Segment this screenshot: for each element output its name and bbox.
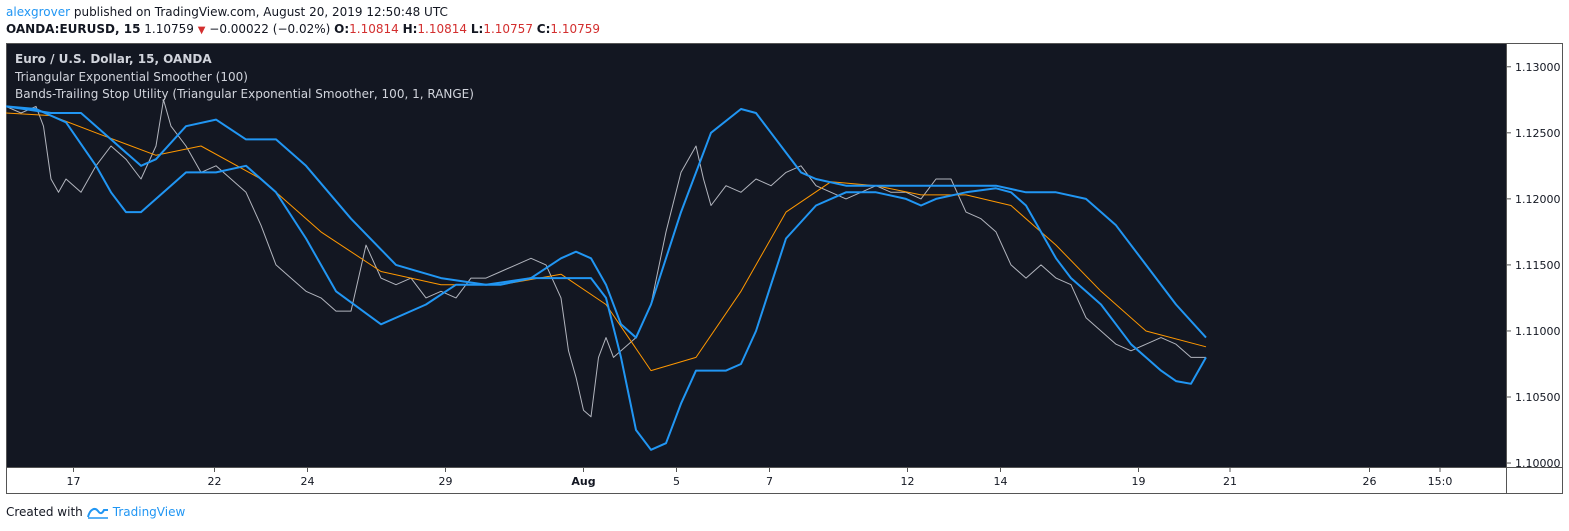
chart-title: Euro / U.S. Dollar, 15, OANDA <box>15 52 212 66</box>
x-tick-label: 22 <box>208 475 222 488</box>
price-chart[interactable]: 1.13000 1.12500 1.12000 1.11500 1.11000 1.105… <box>5 43 1563 494</box>
x-tick-label: 7 <box>766 475 773 488</box>
symbol-line: OANDA:EURUSD, 15 1.10759 ▼ −0.00022 (−0.… <box>6 22 600 36</box>
publish-info: published on TradingView.com, August 20,… <box>73 5 448 19</box>
tradingview-logo-icon <box>86 508 108 519</box>
created-with-label: Created with <box>6 505 83 519</box>
y-axis-ticks: 1.13000 1.12500 1.12000 1.11500 1.11000 1.105… <box>1506 61 1561 470</box>
x-tick-label: 24 <box>301 475 315 488</box>
low-label: L: <box>470 22 484 36</box>
indicator-legend-smoother: Triangular Exponential Smoother (100) <box>14 70 248 84</box>
footer: Created with TradingView <box>6 505 185 519</box>
x-tick-label: 21 <box>1223 475 1237 488</box>
x-tick-label: 15:0 <box>1428 475 1453 488</box>
down-arrow-icon: ▼ <box>197 25 206 36</box>
y-tick-label: 1.13000 <box>1515 61 1561 74</box>
price-axis[interactable] <box>1506 43 1563 467</box>
plot-area[interactable] <box>6 43 1506 467</box>
smoother-series-line <box>5 112 1207 372</box>
x-tick-label: 5 <box>673 475 680 488</box>
lower-series-line <box>5 105 1207 451</box>
high-value: 1.10814 <box>417 22 468 36</box>
close-value: 1.10759 <box>550 22 601 36</box>
x-axis-ticks: 17 22 24 29 Aug 5 7 12 14 19 21 26 15:0 <box>67 467 1453 488</box>
low-value: 1.10757 <box>483 22 533 36</box>
last-price: 1.10759 <box>144 22 194 36</box>
x-tick-label: 26 <box>1363 475 1377 488</box>
tradingview-link[interactable]: TradingView <box>112 505 186 519</box>
close-label: C: <box>536 22 551 36</box>
x-tick-label: 12 <box>901 475 915 488</box>
y-tick-label: 1.12000 <box>1515 193 1561 206</box>
x-tick-label: 29 <box>439 475 453 488</box>
x-tick-label: 14 <box>994 475 1008 488</box>
y-tick-label: 1.11000 <box>1515 325 1561 338</box>
open-label: O: <box>334 22 350 36</box>
symbol-label: OANDA:EURUSD, 15 <box>6 22 141 36</box>
author-link[interactable]: alexgrover <box>6 5 71 19</box>
upper-series-line <box>5 105 1207 339</box>
high-label: H: <box>402 22 418 36</box>
chart-container[interactable]: 1.13000 1.12500 1.12000 1.11500 1.11000 1.105… <box>5 43 1563 494</box>
y-tick-label: 1.11500 <box>1515 259 1561 272</box>
open-value: 1.10814 <box>349 22 399 36</box>
x-tick-label: 17 <box>67 475 81 488</box>
time-axis[interactable] <box>6 467 1506 494</box>
y-tick-label: 1.10000 <box>1515 457 1561 470</box>
y-tick-label: 1.12500 <box>1515 127 1561 140</box>
price-change: −0.00022 (−0.02%) <box>209 22 331 36</box>
indicator-legend-bands: Bands-Trailing Stop Utility (Triangular … <box>15 87 474 101</box>
y-tick-label: 1.10500 <box>1515 391 1561 404</box>
price-series-line <box>5 99 1206 418</box>
series-layer <box>5 99 1207 451</box>
x-tick-label: 19 <box>1132 475 1146 488</box>
x-tick-label: Aug <box>571 475 595 488</box>
publish-line: alexgrover published on TradingView.com,… <box>6 5 448 19</box>
